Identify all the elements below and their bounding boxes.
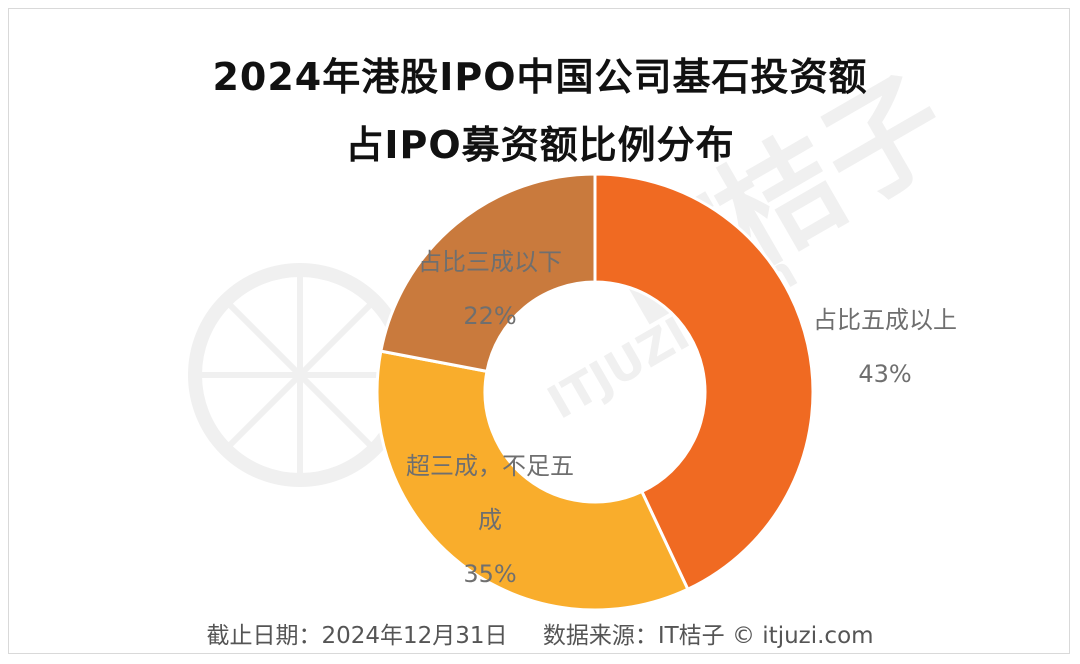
footer: 截止日期：2024年12月31日 数据来源：IT桔子 © itjuzi.com: [0, 616, 1080, 650]
slice-value-2: 35%: [463, 560, 516, 588]
slice-label-2: 超三成，不足五成: [406, 452, 574, 534]
slice-value-3: 22%: [463, 302, 516, 330]
footer-date: 截止日期：2024年12月31日: [206, 623, 508, 649]
donut-slice-3: [379, 172, 597, 374]
footer-source: 数据来源：IT桔子 © itjuzi.com: [542, 623, 874, 649]
slice-label-1: 占比五成以上: [813, 306, 957, 334]
chart-subtitle: 占IPO募资额比例分布: [345, 123, 735, 167]
slice-label-3: 占比三成以下: [418, 248, 562, 276]
slice-value-1: 43%: [858, 360, 911, 388]
donut-slice-1: [593, 172, 815, 592]
donut-slice-2: [375, 349, 690, 612]
chart-title: 2024年港股IPO中国公司基石投资额: [212, 55, 868, 99]
